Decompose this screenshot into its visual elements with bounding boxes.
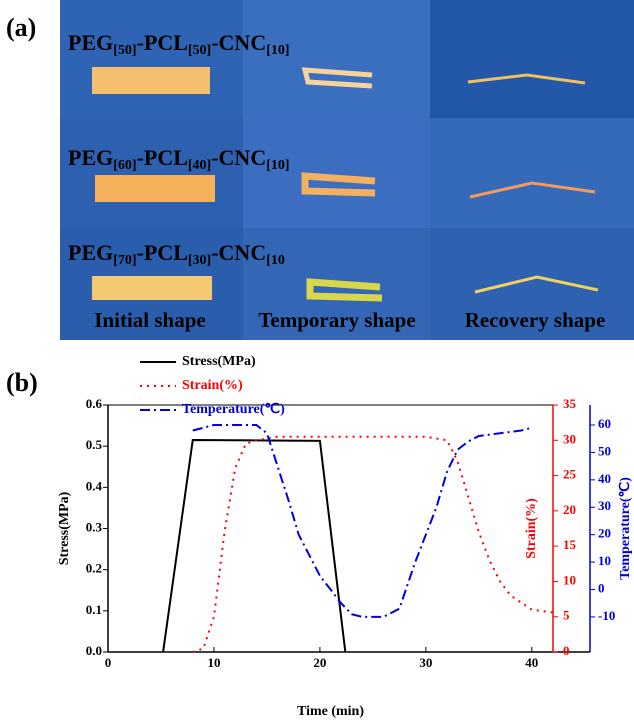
series-line [193,437,553,652]
subscript: [30] [188,253,211,268]
legend-label: Stress(MPa) [182,354,256,369]
page: (a) (b) PEG[50]-PCL[50]-CNC[10]PEG[60]-P… [0,0,634,722]
name-part: -CNC [211,30,266,55]
series-line [193,425,532,617]
figure: (a) (b) PEG[50]-PCL[50]-CNC[10]PEG[60]-P… [0,0,634,722]
y-tick-label: 20 [598,526,611,541]
name-part: -CNC [211,240,266,265]
shape-caption: Temporary shape [258,308,415,332]
y-tick-label: 0.1 [86,602,102,617]
series-line [163,440,345,652]
y2-axis-label: Strain(%) [524,498,539,559]
y-tick-label: 15 [563,537,577,552]
name-part: PEG [68,30,113,55]
subscript: [10] [266,158,289,173]
x-tick-label: 10 [207,655,220,670]
legend-label: Strain(%) [182,378,243,393]
y-tick-label: 0.2 [86,561,102,576]
y-tick-label: 10 [598,553,611,568]
subscript: [50] [188,43,211,58]
y3-axis-label: Temperature(℃) [618,477,633,580]
panel-label: (a) [6,13,36,42]
name-part: -CNC [211,145,266,170]
name-part: -PCL [137,240,188,265]
name-part: PEG [68,240,113,265]
y-tick-label: -10 [598,608,615,623]
y-tick-label: 60 [598,416,611,431]
sample-name: PEG[50]-PCL[50]-CNC[10] [68,30,290,58]
y-tick-label: 25 [563,467,577,482]
y-tick-label: 0.5 [86,437,103,452]
y-tick-label: 30 [598,498,611,513]
name-part: -PCL [137,145,188,170]
x-tick-label: 20 [313,655,326,670]
name-part: PEG [68,145,113,170]
x-axis-label: Time (min) [297,704,364,719]
subscript: [50] [113,43,136,58]
x-tick-label: 40 [525,655,538,670]
y-tick-label: 0.3 [86,519,103,534]
y-tick-label: 20 [563,502,576,517]
y-tick-label: 0.4 [86,478,103,493]
y-tick-label: 30 [563,431,576,446]
y-tick-label: 10 [563,572,576,587]
x-tick-label: 30 [419,655,432,670]
shape-caption: Initial shape [94,308,205,332]
subscript: [40] [188,158,211,173]
shape-caption: Recovery shape [465,308,606,332]
sample-name: PEG[70]-PCL[30]-CNC[10 [68,240,285,268]
panel-label: (b) [6,368,38,397]
y-tick-label: 50 [598,443,611,458]
subscript: [70] [113,253,136,268]
y-tick-label: 0 [563,643,570,658]
sample-name: PEG[60]-PCL[40]-CNC[10] [68,145,290,173]
name-part: -PCL [137,30,188,55]
legend-label: Temperature(℃) [182,402,285,417]
subscript: [60] [113,158,136,173]
y-tick-label: 40 [598,471,611,486]
subscript: [10] [266,43,289,58]
y-tick-label: 0.6 [86,396,103,411]
y-tick-label: 35 [563,396,577,411]
y-tick-label: 0.0 [86,643,102,658]
y-tick-label: 0 [598,580,605,595]
x-tick-label: 0 [105,655,112,670]
y-tick-label: 5 [563,608,570,623]
y-axis-label: Stress(MPa) [57,491,72,565]
subscript: [10 [266,253,285,268]
